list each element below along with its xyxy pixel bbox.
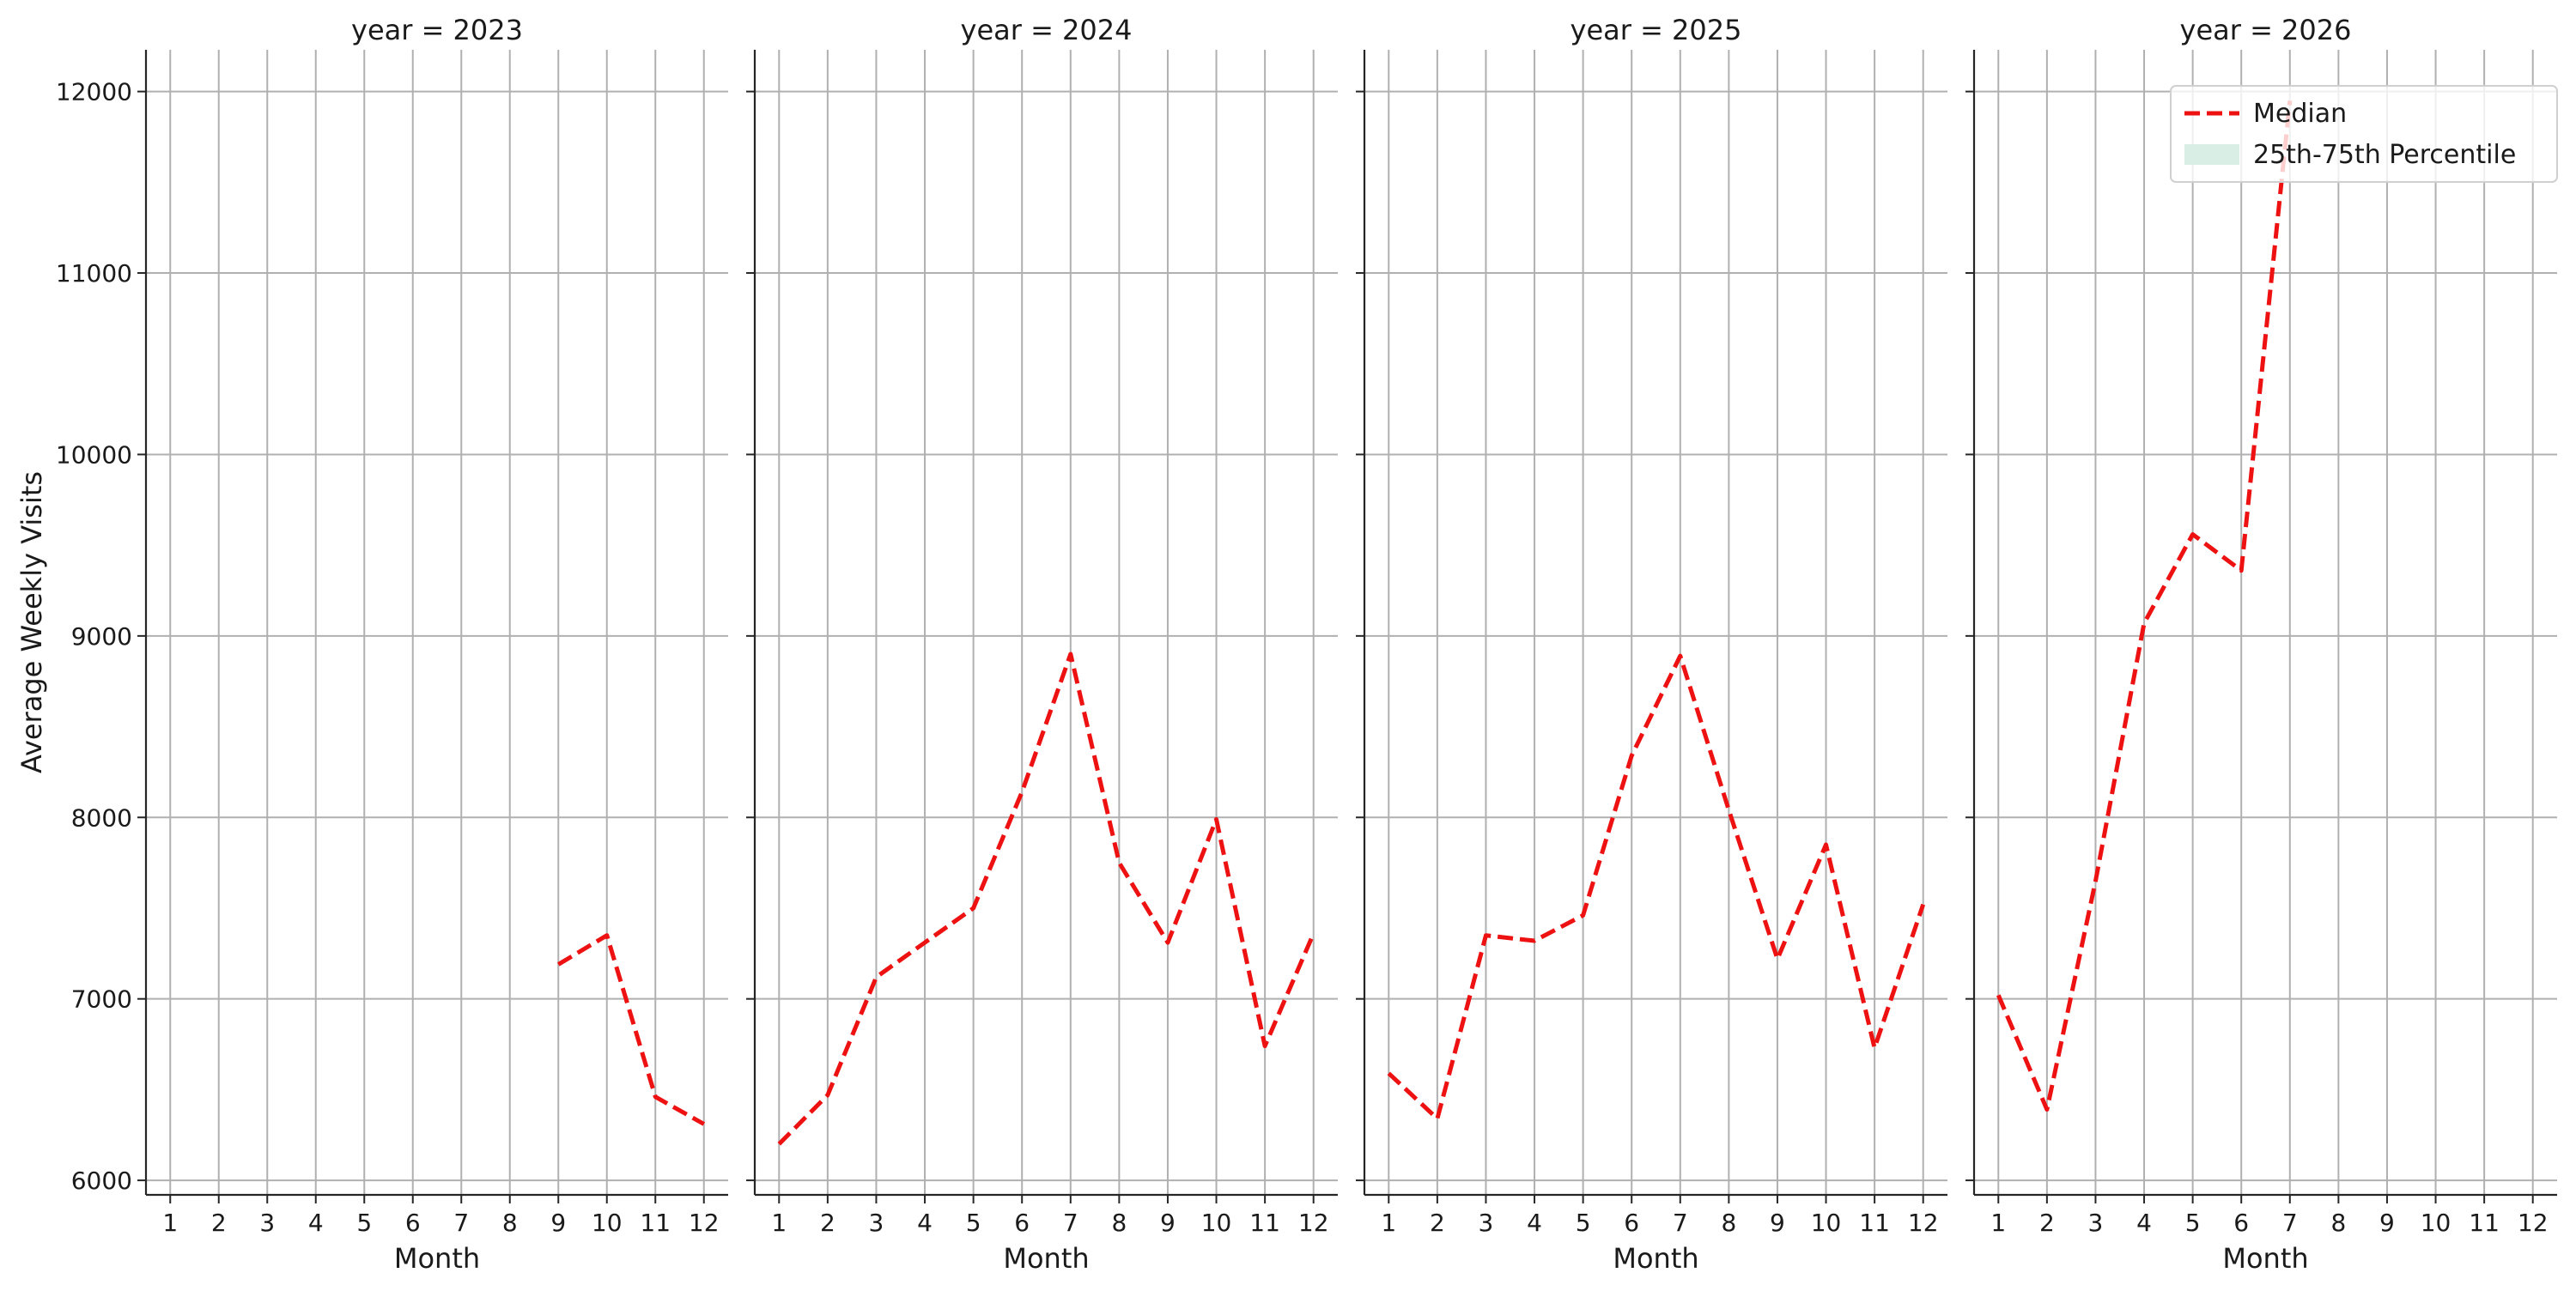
x-tick-label: 10 bbox=[2421, 1209, 2451, 1237]
x-tick-label: 1 bbox=[771, 1209, 787, 1237]
x-tick-label: 5 bbox=[356, 1209, 372, 1237]
x-tick-label: 1 bbox=[1990, 1209, 2006, 1237]
x-tick-label: 8 bbox=[1721, 1209, 1736, 1237]
x-tick-label: 8 bbox=[1111, 1209, 1127, 1237]
x-tick-label: 9 bbox=[1160, 1209, 1176, 1237]
y-tick-label: 8000 bbox=[71, 803, 132, 832]
y-axis-label: Average Weekly Visits bbox=[15, 471, 48, 773]
x-tick-label: 10 bbox=[1811, 1209, 1842, 1237]
x-axis-label: Month bbox=[1613, 1242, 1698, 1275]
x-tick-label: 1 bbox=[1381, 1209, 1396, 1237]
median-series-line bbox=[777, 652, 1315, 1146]
x-tick-label: 7 bbox=[453, 1209, 469, 1237]
x-tick-label: 6 bbox=[405, 1209, 421, 1237]
legend-box bbox=[2170, 85, 2558, 183]
y-tick-label: 9000 bbox=[71, 622, 132, 651]
x-tick-label: 5 bbox=[1576, 1209, 1591, 1237]
x-tick-label: 2 bbox=[211, 1209, 227, 1237]
x-tick-label: 6 bbox=[1624, 1209, 1639, 1237]
x-tick-label: 12 bbox=[689, 1209, 720, 1237]
y-tick-label: 12000 bbox=[56, 78, 132, 106]
x-tick-label: 10 bbox=[592, 1209, 623, 1237]
x-tick-label: 3 bbox=[1479, 1209, 1494, 1237]
median-series-line bbox=[1996, 100, 2293, 1112]
y-tick-label: 7000 bbox=[71, 985, 132, 1014]
x-tick-label: 8 bbox=[502, 1209, 518, 1237]
x-tick-label: 4 bbox=[308, 1209, 324, 1237]
legend-label: Median bbox=[2253, 99, 2347, 129]
x-tick-label: 1 bbox=[162, 1209, 178, 1237]
facet-title: year = 2026 bbox=[2180, 14, 2352, 46]
median-series-line bbox=[557, 933, 706, 1126]
facet-title: year = 2024 bbox=[961, 14, 1133, 46]
x-tick-label: 12 bbox=[1908, 1209, 1939, 1237]
median-series-line bbox=[1387, 653, 1926, 1121]
x-tick-label: 9 bbox=[1770, 1209, 1785, 1237]
x-tick-label: 4 bbox=[1527, 1209, 1542, 1237]
x-axis-label: Month bbox=[2222, 1242, 2308, 1275]
x-tick-label: 5 bbox=[966, 1209, 981, 1237]
y-tick-label: 6000 bbox=[71, 1167, 132, 1195]
x-tick-label: 2 bbox=[820, 1209, 835, 1237]
legend-label: 25th-75th Percentile bbox=[2253, 140, 2516, 170]
x-tick-label: 6 bbox=[1014, 1209, 1030, 1237]
x-tick-label: 11 bbox=[2469, 1209, 2500, 1237]
y-tick-label: 10000 bbox=[56, 440, 132, 469]
x-tick-label: 2 bbox=[2039, 1209, 2055, 1237]
x-tick-label: 7 bbox=[2282, 1209, 2298, 1237]
x-tick-label: 11 bbox=[1249, 1209, 1280, 1237]
legend-percentile-swatch bbox=[2184, 144, 2239, 165]
x-axis-label: Month bbox=[1003, 1242, 1089, 1275]
x-tick-label: 11 bbox=[640, 1209, 671, 1237]
legend: Median 25th-75th Percentile bbox=[2170, 85, 2558, 183]
x-tick-label: 9 bbox=[2379, 1209, 2395, 1237]
x-axis-label: Month bbox=[394, 1242, 480, 1275]
x-tick-label: 3 bbox=[259, 1209, 275, 1237]
x-tick-label: 3 bbox=[2088, 1209, 2104, 1237]
facet-title: year = 2025 bbox=[1571, 14, 1742, 46]
x-tick-label: 5 bbox=[2185, 1209, 2201, 1237]
x-tick-label: 9 bbox=[550, 1209, 566, 1237]
x-tick-label: 12 bbox=[1298, 1209, 1329, 1237]
x-tick-label: 2 bbox=[1430, 1209, 1445, 1237]
x-tick-label: 3 bbox=[869, 1209, 884, 1237]
x-tick-label: 4 bbox=[917, 1209, 933, 1237]
facet-title: year = 2023 bbox=[351, 14, 523, 46]
x-tick-label: 8 bbox=[2330, 1209, 2346, 1237]
y-tick-label: 11000 bbox=[56, 259, 132, 288]
x-tick-label: 6 bbox=[2233, 1209, 2249, 1237]
x-tick-label: 11 bbox=[1859, 1209, 1890, 1237]
x-tick-label: 7 bbox=[1063, 1209, 1078, 1237]
x-tick-label: 7 bbox=[1673, 1209, 1688, 1237]
x-tick-label: 10 bbox=[1201, 1209, 1232, 1237]
x-tick-label: 4 bbox=[2136, 1209, 2152, 1237]
x-tick-label: 12 bbox=[2518, 1209, 2549, 1237]
